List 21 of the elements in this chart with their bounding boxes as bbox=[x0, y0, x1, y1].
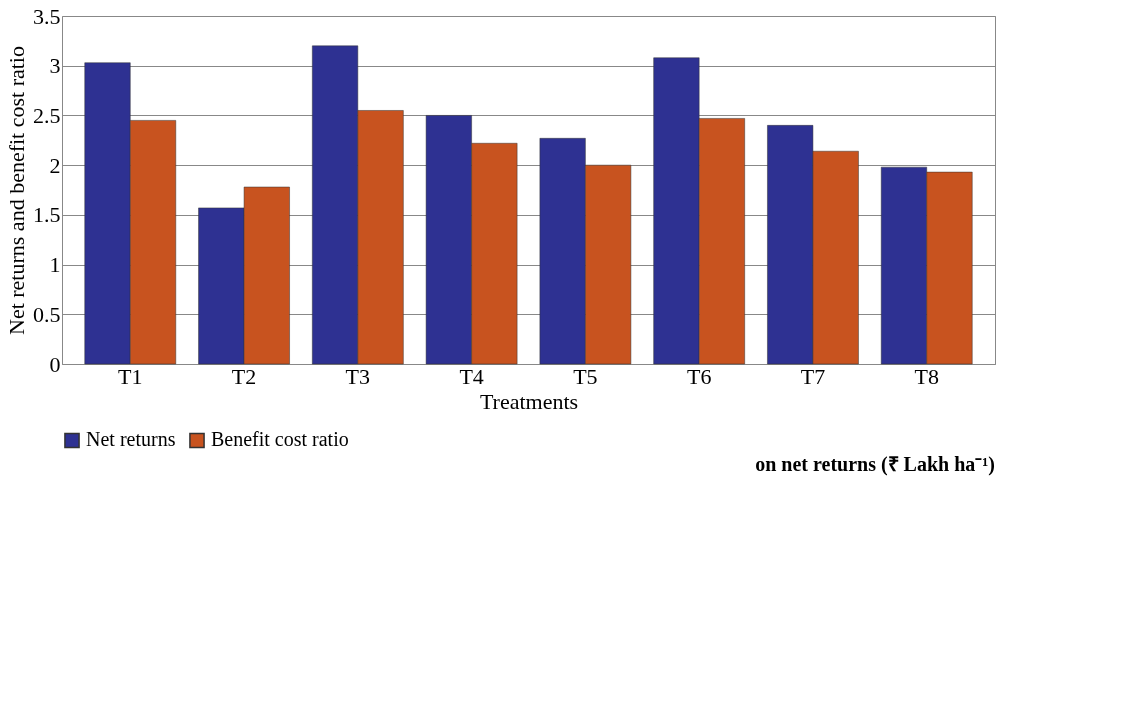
y-tick-label: 2 bbox=[49, 152, 61, 178]
x-tick-label: T6 bbox=[686, 363, 712, 389]
y-tick-label: 3.5 bbox=[33, 3, 61, 29]
y-tick-label: 1.5 bbox=[33, 202, 61, 228]
y-tick-label: 0 bbox=[49, 351, 61, 377]
x-tick-label: T3 bbox=[345, 363, 371, 389]
y-tick-label: 1 bbox=[49, 252, 61, 278]
x-tick-label: T2 bbox=[231, 363, 257, 389]
legend-label: Benefit cost ratio bbox=[211, 428, 349, 451]
y-tick-label: 3 bbox=[49, 53, 61, 79]
y-tick-label: 2.5 bbox=[33, 102, 61, 128]
x-tick-label: T4 bbox=[459, 363, 484, 389]
x-tick-label: T1 bbox=[118, 363, 143, 389]
x-tick-label: T7 bbox=[800, 363, 826, 389]
legend-label: Net returns bbox=[86, 428, 176, 451]
x-tick-label: T8 bbox=[914, 363, 939, 389]
y-tick-label: 0.5 bbox=[33, 301, 61, 327]
y-axis-title: Net returns and benefit cost ratio bbox=[4, 46, 29, 335]
x-tick-label: T5 bbox=[573, 363, 598, 389]
x-axis-title: Treatments bbox=[479, 388, 579, 414]
text: on net returns (₹ Lakh ha⁻¹) bbox=[755, 453, 995, 476]
